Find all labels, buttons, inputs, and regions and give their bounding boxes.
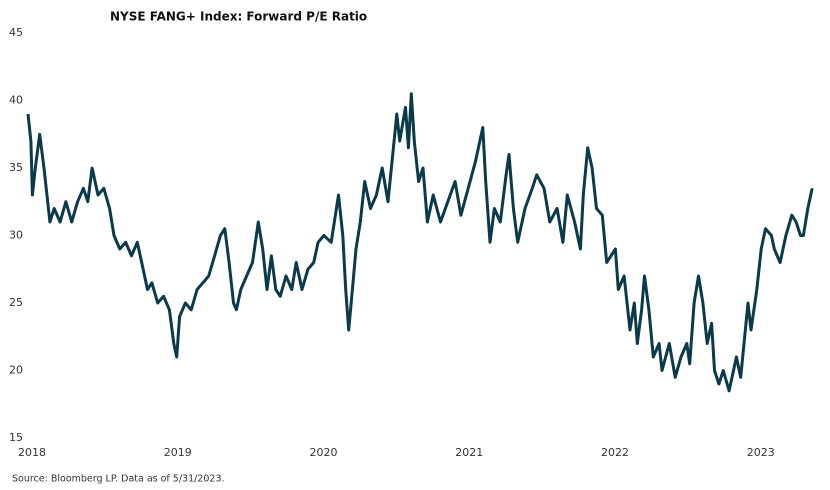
x-tick-label: 2018 — [18, 446, 46, 459]
y-tick-label: 30 — [9, 229, 23, 242]
y-tick-label: 45 — [9, 26, 23, 39]
x-tick-label: 2020 — [310, 446, 338, 459]
chart-title: NYSE FANG+ Index: Forward P/E Ratio — [110, 10, 367, 24]
y-tick-label: 40 — [9, 94, 23, 107]
x-tick-label: 2019 — [164, 446, 192, 459]
y-tick-label: 25 — [9, 296, 23, 309]
x-tick-label: 2021 — [455, 446, 483, 459]
data-line — [26, 92, 814, 393]
source-note: Source: Bloomberg LP. Data as of 5/31/20… — [12, 474, 225, 485]
y-tick-label: 15 — [9, 431, 23, 444]
y-tick-label: 20 — [9, 364, 23, 377]
x-tick-label: 2022 — [601, 446, 629, 459]
x-tick-label: 2023 — [747, 446, 775, 459]
y-tick-label: 35 — [9, 161, 23, 174]
